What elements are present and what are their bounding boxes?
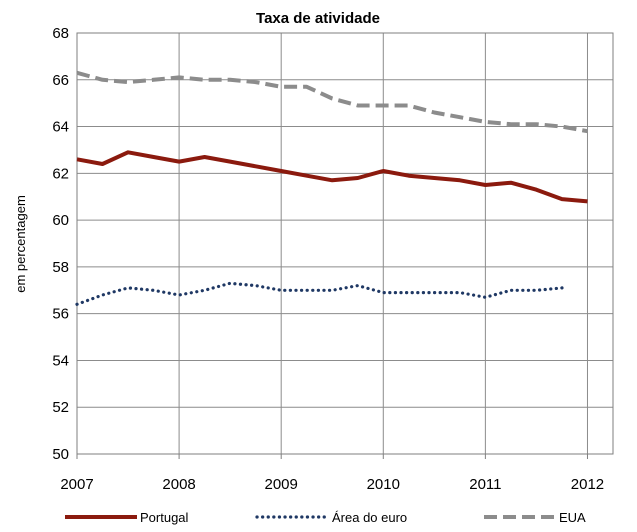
y-tick-label: 54 [52, 352, 69, 369]
x-tick-label: 2008 [162, 476, 195, 493]
legend-label-2: Área do euro [332, 510, 407, 525]
x-tick-labels: 2007 2008 2009 2010 2011 2012 [60, 476, 604, 493]
legend: Portugal Área do euro EUA [65, 510, 586, 525]
y-tick-label: 62 [52, 165, 69, 182]
series-line-1 [76, 150, 588, 204]
x-tick-label: 2012 [571, 476, 604, 493]
y-tick-label: 66 [52, 72, 69, 89]
y-tick-labels: 50 52 54 56 58 60 62 64 66 68 [52, 25, 69, 463]
x-tick-label: 2010 [367, 476, 400, 493]
grid [76, 32, 614, 459]
x-tick-label: 2011 [469, 476, 501, 493]
x-tick-label: 2007 [60, 476, 93, 493]
series-line-3 [76, 70, 588, 134]
series-lines [75, 70, 588, 306]
legend-label-1: Portugal [140, 510, 189, 525]
y-tick-label: 68 [52, 25, 69, 42]
y-tick-label: 64 [52, 119, 69, 136]
x-tick-label: 2009 [265, 476, 298, 493]
y-tick-label: 60 [52, 212, 69, 229]
legend-label-3: EUA [559, 510, 586, 525]
y-tick-label: 56 [52, 306, 69, 323]
y-tick-label: 52 [52, 399, 69, 416]
y-axis-label: em percentagem [13, 195, 28, 293]
y-tick-label: 58 [52, 259, 69, 276]
plot-area-border [76, 32, 614, 455]
chart-title: Taxa de atividade [256, 10, 380, 27]
series-line-2 [75, 281, 564, 306]
y-tick-label: 50 [52, 446, 69, 463]
